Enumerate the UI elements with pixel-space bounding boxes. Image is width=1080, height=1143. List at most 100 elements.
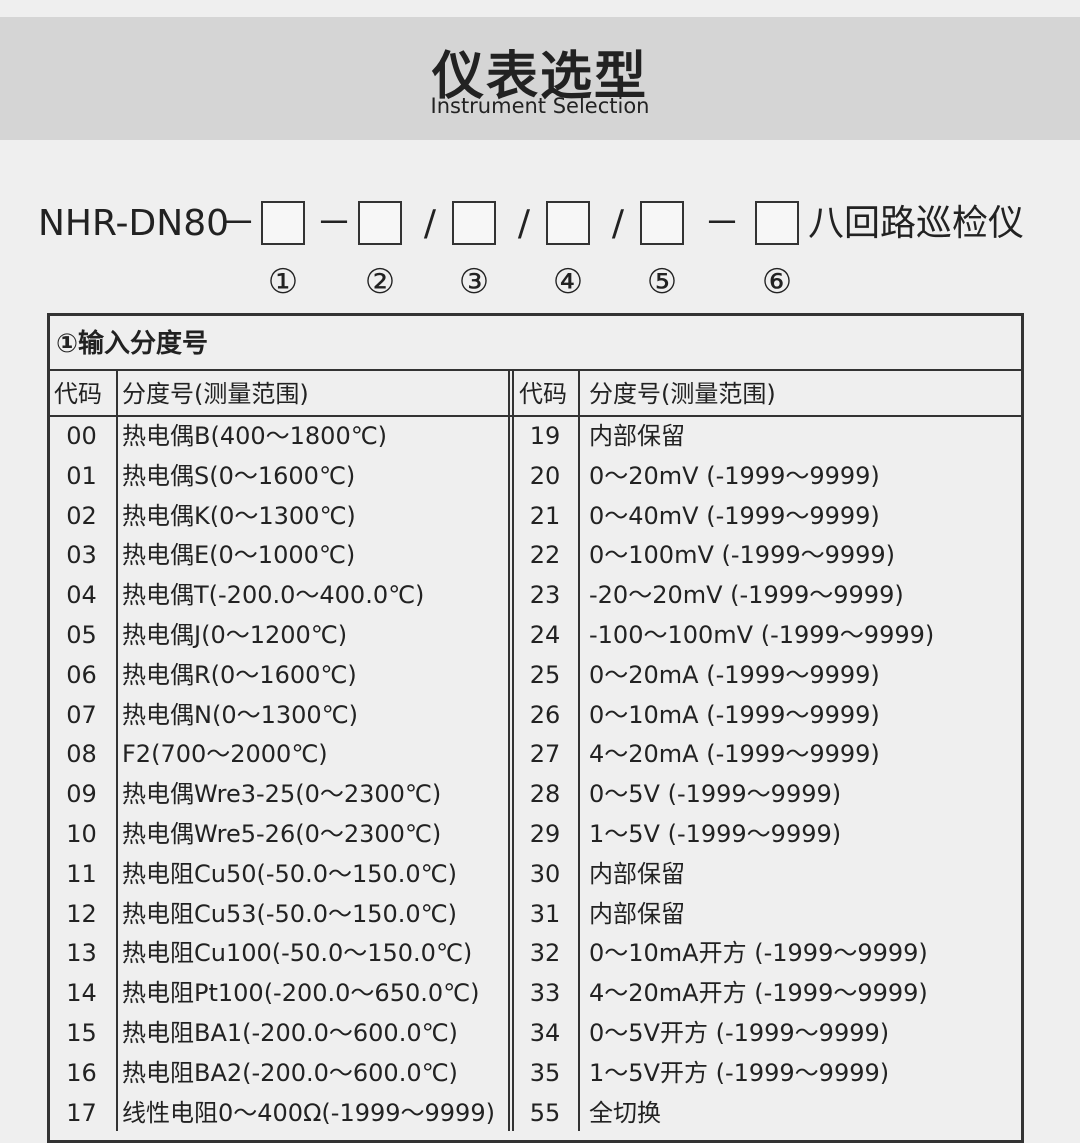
range: 0～20mV (-1999～9999) <box>589 461 880 490</box>
rule <box>508 371 510 1131</box>
code: 23 <box>529 581 561 610</box>
range: 热电偶Wre3-25(0～2300℃) <box>122 780 442 809</box>
code: 28 <box>529 780 561 809</box>
subtitle: Instrument Selection <box>430 94 650 118</box>
position-number: ③ <box>458 262 490 302</box>
code: 12 <box>66 899 97 928</box>
range: 0～5V开方 (-1999～9999) <box>589 1019 890 1047</box>
code: 17 <box>66 1098 97 1127</box>
code: 00 <box>66 422 97 450</box>
column-header: 分度号(测量范围) <box>122 380 309 408</box>
column-header: 代码 <box>519 380 567 408</box>
code: 20 <box>529 461 561 490</box>
range: 热电偶N(0～1300℃) <box>122 700 358 729</box>
rule <box>47 369 1024 371</box>
model-box <box>261 201 305 245</box>
code: 04 <box>66 581 97 610</box>
position-number: ⑥ <box>761 262 793 302</box>
range: 热电阻Cu50(-50.0～150.0℃) <box>122 859 457 888</box>
range: 0～20mA (-1999～9999) <box>589 660 880 689</box>
range: 0～10mA (-1999～9999) <box>589 700 880 729</box>
range: 热电偶S(0～1600℃) <box>122 461 356 490</box>
code: 06 <box>66 660 97 689</box>
code: 35 <box>529 1058 561 1087</box>
range: 热电阻Cu53(-50.0～150.0℃) <box>122 899 457 928</box>
range: -100～100mV (-1999～9999) <box>589 621 935 649</box>
range: 热电偶J(0～1200℃) <box>122 621 348 649</box>
range: 内部保留 <box>589 859 685 888</box>
column-header: 分度号(测量范围) <box>589 380 776 408</box>
rule <box>47 415 1024 417</box>
code: 22 <box>529 541 561 570</box>
header-band <box>0 17 1080 140</box>
model-box <box>546 201 590 245</box>
model-box <box>755 201 799 245</box>
code: 24 <box>529 621 561 649</box>
code: 55 <box>529 1098 561 1127</box>
model-suffix: 八回路巡检仪 <box>808 203 1025 244</box>
model-separator: － <box>316 203 353 244</box>
code: 25 <box>529 660 561 689</box>
model-separator: － <box>220 203 257 244</box>
model-prefix: NHR-DN80 <box>38 203 230 244</box>
code: 15 <box>66 1019 97 1047</box>
code: 32 <box>529 939 561 968</box>
code: 07 <box>66 700 97 729</box>
rule <box>116 371 118 1131</box>
range: 热电阻BA2(-200.0～600.0℃) <box>122 1058 458 1087</box>
model-box <box>358 201 402 245</box>
code: 03 <box>66 541 97 570</box>
code: 33 <box>529 979 561 1008</box>
range: 热电阻BA1(-200.0～600.0℃) <box>122 1019 458 1047</box>
range: 内部保留 <box>589 899 685 928</box>
model-separator: / <box>423 203 437 244</box>
code: 05 <box>66 621 97 649</box>
code: 08 <box>66 740 97 769</box>
code: 31 <box>529 899 561 928</box>
range: 热电偶B(400～1800℃) <box>122 422 388 450</box>
position-number: ① <box>267 262 299 302</box>
code: 01 <box>66 461 97 490</box>
rule <box>512 371 514 1131</box>
model-box <box>452 201 496 245</box>
range: 1～5V开方 (-1999～9999) <box>589 1058 890 1087</box>
position-number: ④ <box>552 262 584 302</box>
code: 14 <box>66 979 97 1008</box>
code: 10 <box>66 820 97 848</box>
title: 仪表选型 <box>431 47 648 107</box>
range: F2(700～2000℃) <box>122 740 328 769</box>
range: 内部保留 <box>589 422 685 450</box>
code: 02 <box>66 501 97 530</box>
position-number: ② <box>364 262 396 302</box>
range: -20～20mV (-1999～9999) <box>589 581 904 610</box>
code: 29 <box>529 820 561 848</box>
range: 线性电阻0～400Ω(-1999～9999) <box>122 1098 495 1127</box>
range: 热电偶T(-200.0～400.0℃) <box>122 581 425 610</box>
range: 热电偶K(0～1300℃) <box>122 501 356 530</box>
range: 热电阻Cu100(-50.0～150.0℃) <box>122 939 473 968</box>
code: 09 <box>66 780 97 809</box>
model-separator: / <box>517 203 531 244</box>
code: 30 <box>529 859 561 888</box>
range: 0～100mV (-1999～9999) <box>589 541 896 570</box>
code: 21 <box>529 501 561 530</box>
range: 热电偶R(0～1600℃) <box>122 660 357 689</box>
code: 27 <box>529 740 561 769</box>
range: 1～5V (-1999～9999) <box>589 820 842 848</box>
rule <box>578 371 580 1131</box>
range: 4～20mA (-1999～9999) <box>589 740 880 769</box>
range: 0～5V (-1999～9999) <box>589 780 842 809</box>
table-title: ①输入分度号 <box>56 329 209 359</box>
code: 11 <box>66 859 97 888</box>
code: 19 <box>529 422 561 450</box>
code: 16 <box>66 1058 97 1087</box>
code: 26 <box>529 700 561 729</box>
code: 13 <box>66 939 97 968</box>
model-separator: － <box>704 203 741 244</box>
range: 0～40mV (-1999～9999) <box>589 501 880 530</box>
model-box <box>640 201 684 245</box>
position-number: ⑤ <box>646 262 678 302</box>
column-header: 代码 <box>54 380 102 408</box>
range: 0～10mA开方 (-1999～9999) <box>589 939 928 968</box>
